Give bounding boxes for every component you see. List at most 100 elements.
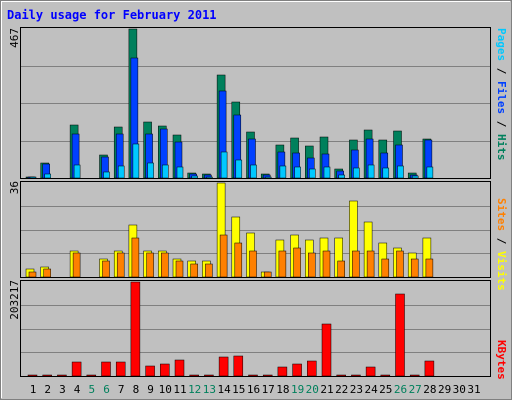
legend-hits-panel: Pages / Files / Hits (495, 28, 508, 161)
bar-sites (293, 247, 301, 278)
bar-kbytes (365, 366, 376, 377)
visits-ymax-label: 36 (8, 181, 21, 194)
x-tick-label: 8 (133, 383, 140, 396)
x-tick-label: 23 (350, 383, 363, 396)
legend-hits: Hits (495, 134, 508, 161)
bar-kbytes (292, 363, 302, 377)
bar-pages (191, 175, 198, 179)
bar-pages (250, 164, 257, 179)
bar-sites (219, 234, 228, 278)
bar-kbytes (233, 355, 244, 377)
bar-pages (426, 166, 434, 179)
bar-kbytes (145, 365, 155, 377)
x-axis-labels: 1 2 3 4 5 6 7 8 9 10 11 12 13 14 15 16 17 18 19 20 21 22 23 24 2… (30, 383, 481, 396)
bar-kbytes (218, 356, 229, 377)
bar-sites (322, 250, 331, 278)
legend-panel-2: Sites / Visits (495, 198, 508, 291)
bar-kbytes (174, 359, 185, 377)
bar-kbytes (71, 361, 82, 377)
x-tick-label: 16 (247, 383, 260, 396)
bar-sites (28, 271, 37, 278)
x-tick-label: 25 (379, 383, 392, 396)
bar-pages (309, 168, 316, 179)
bar-kbytes (160, 363, 170, 377)
legend-panel-1: Pages / Files / Hits (495, 28, 508, 161)
x-tick-label: 2 (44, 383, 51, 396)
bar-sites (381, 258, 390, 278)
bar-kbytes (101, 361, 111, 377)
bar-pages (264, 176, 272, 179)
bar-kbytes (424, 360, 435, 377)
bar-pages (162, 164, 169, 179)
x-tick-label: 12 (188, 383, 201, 396)
legend-visits-panel: Sites / Visits (495, 198, 508, 291)
panel-hits-frame (20, 27, 491, 179)
bar-pages (353, 167, 360, 179)
bar-sites (396, 250, 404, 278)
bar-sites (366, 250, 375, 278)
bar-sites (263, 271, 272, 278)
legend-visits: Visits (495, 251, 508, 291)
bar-sites (102, 260, 110, 278)
chart-title: Daily usage for February 2011 (7, 8, 217, 22)
bar-sites (234, 242, 243, 278)
bar-sites (249, 250, 257, 278)
bar-pages (147, 162, 154, 179)
bar-sites (337, 260, 345, 278)
bar-sites (43, 268, 51, 278)
bar-kbytes (321, 323, 332, 377)
bar-pages (367, 164, 375, 179)
x-tick-label: 30 (453, 383, 466, 396)
x-tick-label: 21 (320, 383, 333, 396)
x-tick-label: 4 (74, 383, 81, 396)
panel-visits-frame (20, 181, 491, 278)
bar-kbytes (307, 360, 317, 377)
x-tick-label: 10 (159, 383, 172, 396)
hits-ymax-label: 467 (8, 28, 21, 48)
bar-kbytes (277, 366, 288, 377)
bar-sites (308, 252, 316, 278)
legend-files: Files (495, 81, 508, 114)
bar-sites (72, 252, 81, 278)
bar-pages (397, 165, 404, 179)
x-tick-label: 14 (217, 383, 231, 396)
bar-pages (220, 151, 228, 179)
bar-sites (131, 237, 140, 278)
bar-kbytes (380, 374, 391, 377)
x-tick-label: 17 (262, 383, 275, 396)
x-tick-label: 15 (232, 383, 245, 396)
bar-kbytes (130, 281, 141, 377)
bar-sites (352, 250, 360, 278)
bar-pages (44, 173, 51, 179)
bar-pages (117, 165, 125, 179)
bar-sites (146, 252, 154, 278)
x-tick-label: 24 (364, 383, 378, 396)
bar-kbytes (42, 374, 52, 377)
x-tick-label: 31 (467, 383, 480, 396)
bar-kbytes (336, 374, 346, 377)
bar-sites (205, 263, 213, 278)
x-tick-label: 6 (103, 383, 110, 396)
x-tick-label: 29 (438, 383, 451, 396)
bar-pages (132, 143, 140, 179)
bar-pages (294, 166, 301, 179)
x-tick-label: 3 (59, 383, 66, 396)
bar-pages (206, 176, 213, 179)
x-tick-label: 27 (409, 383, 422, 396)
x-tick-label: 13 (203, 383, 216, 396)
x-tick-label: 28 (423, 383, 436, 396)
bar-kbytes (204, 374, 214, 377)
bars-layer (25, 28, 435, 377)
x-tick-label: 1 (30, 383, 37, 396)
x-tick-label: 18 (276, 383, 289, 396)
bar-sites (161, 252, 169, 278)
x-tick-label: 22 (335, 383, 348, 396)
bar-pages (411, 175, 419, 179)
bar-kbytes (395, 293, 405, 377)
x-tick-label: 9 (147, 383, 154, 396)
bar-kbytes (57, 374, 67, 377)
bar-kbytes (115, 361, 126, 377)
legend-sites: Sites (495, 198, 508, 231)
kbytes-ymax-label: 203217 (8, 280, 21, 320)
